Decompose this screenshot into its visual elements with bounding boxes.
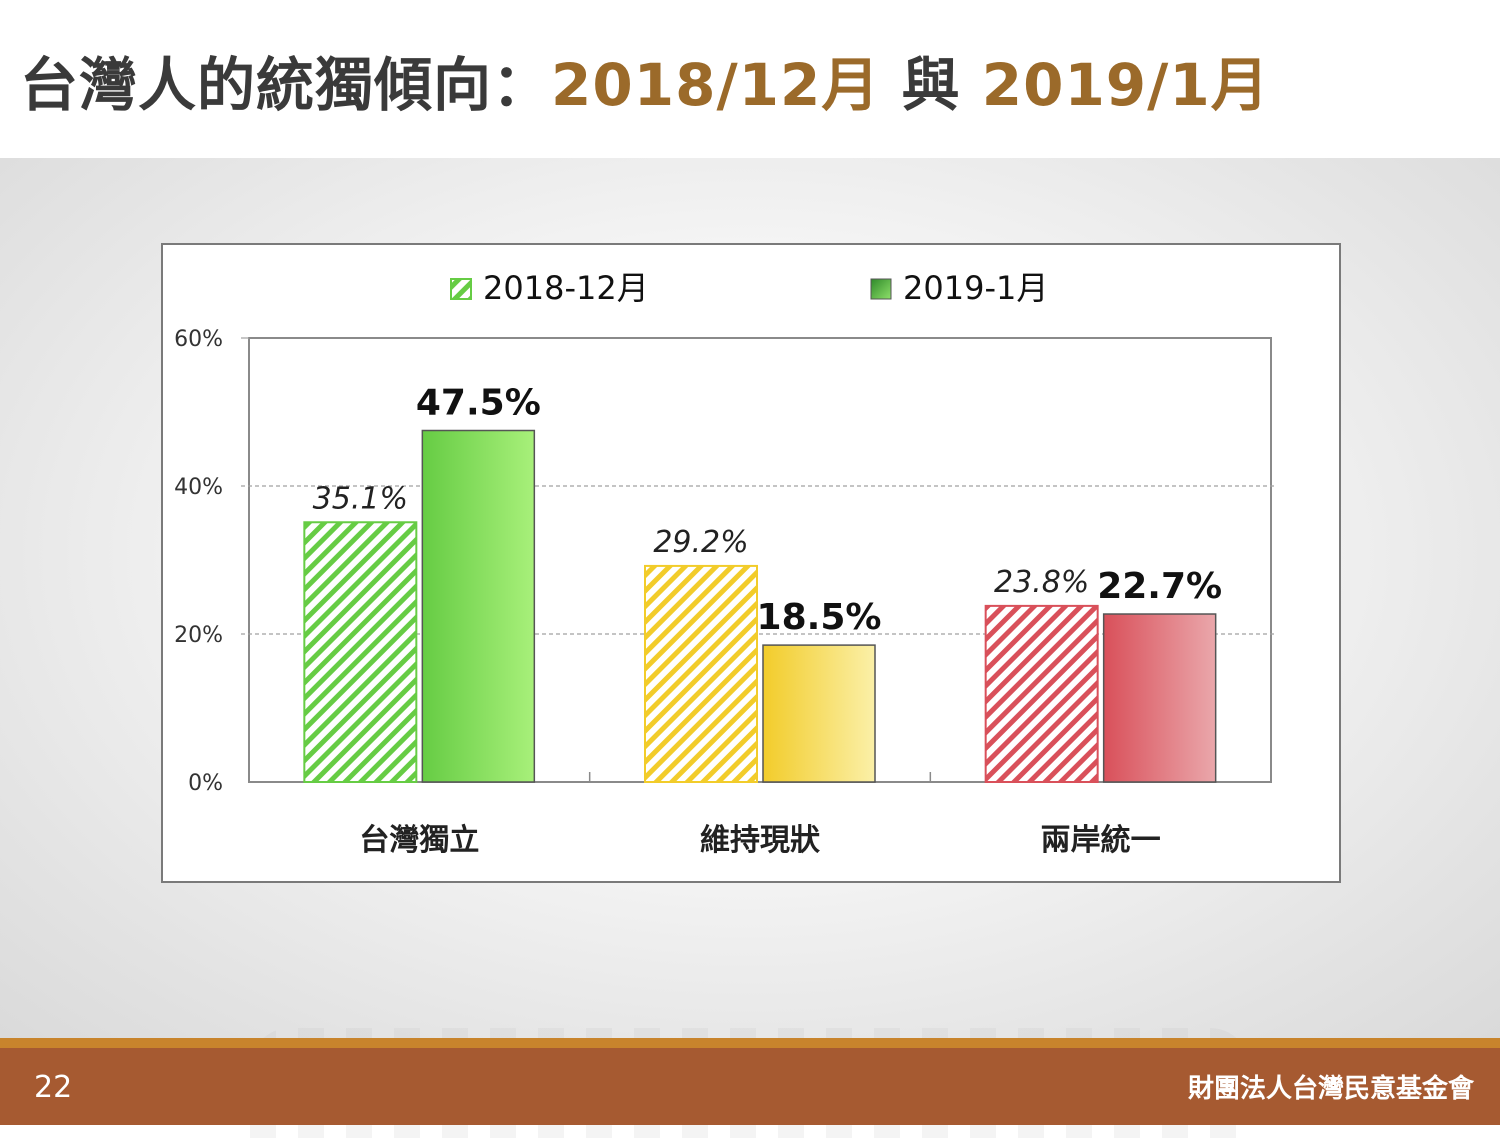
- footer-stripe: [0, 1038, 1500, 1048]
- title-connector: 與: [880, 51, 982, 119]
- organization-name: 財團法人台灣民意基金會: [1187, 1074, 1474, 1104]
- data-label-series-2: 22.7%: [1097, 566, 1222, 607]
- bar-3-series-2: [1102, 613, 1217, 783]
- page-number: 22: [34, 1070, 73, 1105]
- legend-swatch-hatched: [450, 278, 472, 300]
- legend-label: 2019-1月: [903, 269, 1048, 307]
- legend-swatch-solid: [870, 278, 892, 300]
- title-bar: 台灣人的統獨傾向：2018/12月 與 2019/1月: [0, 0, 1500, 158]
- x-category-label: 兩岸統一: [1041, 823, 1161, 858]
- data-label-series-2: 47.5%: [416, 383, 541, 424]
- legend-label: 2018-12月: [483, 269, 649, 307]
- data-label-series-1: 35.1%: [313, 481, 408, 516]
- data-label-series-2: 18.5%: [757, 597, 882, 638]
- data-label-series-1: 29.2%: [653, 525, 748, 560]
- bar-2-series-2: [762, 644, 876, 783]
- y-tick-label: 40%: [174, 475, 223, 500]
- bar-2-series-1: [644, 564, 758, 784]
- footer-bar: [0, 1048, 1500, 1125]
- chart-panel: 0% 20% 40% 60% 台灣獨立 35.1% 47.5% 維持現狀 29.2% 18.5% 兩…: [161, 243, 1341, 883]
- bar-3-series-1: [984, 604, 1099, 783]
- bar-1-series-2: [421, 429, 536, 783]
- title-date-1: 2018/12月: [551, 51, 881, 119]
- page-title: 台灣人的統獨傾向：2018/12月 與 2019/1月: [20, 38, 1270, 122]
- data-label-series-1: 23.8%: [994, 565, 1089, 600]
- plot-area-frame: [248, 337, 1272, 783]
- y-tick-label: 20%: [174, 623, 223, 648]
- x-category-label: 台灣獨立: [359, 823, 479, 858]
- bar-1-series-1: [303, 521, 418, 783]
- y-tick-label: 0%: [188, 771, 223, 796]
- y-tick-label: 60%: [174, 327, 223, 352]
- title-date-2: 2019/1月: [981, 51, 1270, 119]
- x-category-label: 維持現狀: [700, 823, 820, 858]
- bar-chart: 0% 20% 40% 60% 台灣獨立 35.1% 47.5% 維持現狀 29.2% 18.5% 兩…: [174, 269, 1277, 858]
- title-main: 台灣人的統獨傾向：: [20, 51, 552, 119]
